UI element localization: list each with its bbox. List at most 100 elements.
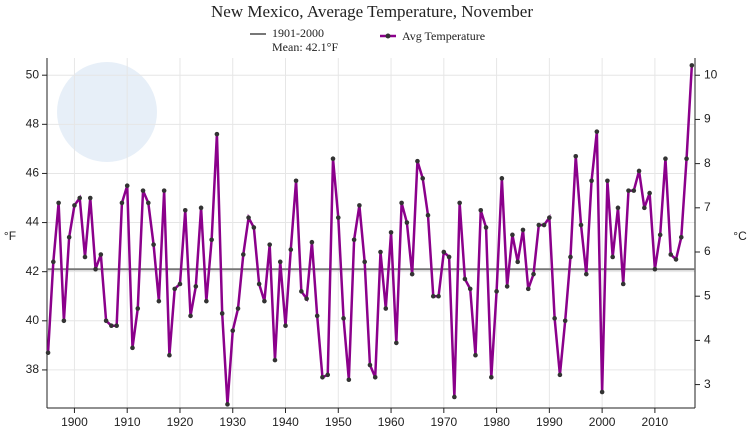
data-point	[657, 232, 663, 238]
data-point	[557, 372, 563, 378]
data-point	[51, 259, 56, 265]
y-tick-label: 42	[26, 264, 40, 278]
data-point	[335, 215, 341, 220]
data-point	[430, 293, 436, 299]
data-point	[399, 200, 404, 206]
x-tick-label: 1980	[483, 415, 510, 429]
data-point	[177, 281, 183, 287]
x-tick-label: 1910	[114, 415, 141, 429]
y2-tick-label: 10	[704, 67, 718, 81]
data-point	[536, 222, 542, 228]
data-point	[663, 156, 668, 162]
data-point	[510, 232, 515, 238]
data-point	[304, 296, 309, 302]
data-point	[515, 259, 520, 265]
data-point	[547, 215, 552, 220]
data-point	[673, 257, 679, 262]
data-point	[103, 318, 109, 324]
y2-tick-label: 7	[704, 200, 711, 214]
data-point	[130, 345, 135, 351]
data-point	[124, 183, 130, 189]
data-point	[66, 234, 72, 240]
data-point	[404, 220, 410, 225]
x-tick-label: 1940	[272, 415, 299, 429]
data-point	[573, 153, 579, 159]
data-point	[520, 227, 526, 233]
data-point	[114, 323, 119, 329]
data-point	[167, 352, 172, 358]
data-point	[420, 176, 426, 181]
y2-tick-label: 6	[704, 244, 711, 258]
data-point	[594, 129, 600, 134]
data-point	[642, 205, 647, 211]
data-point	[388, 230, 394, 235]
data-point	[140, 188, 146, 193]
data-point	[204, 298, 209, 304]
data-point	[325, 372, 331, 378]
data-point	[82, 254, 88, 260]
legend-label: Mean: 42.1°F	[272, 40, 338, 54]
data-point	[346, 377, 352, 383]
data-point	[341, 316, 346, 321]
data-point	[462, 276, 468, 282]
data-point	[626, 188, 631, 193]
data-point	[209, 237, 214, 243]
y-tick-label: 50	[26, 67, 40, 81]
x-tick-label: 1900	[61, 415, 88, 429]
y-axis-label: °F	[4, 229, 16, 243]
data-point	[583, 271, 589, 277]
data-point	[299, 289, 304, 294]
data-point	[631, 188, 637, 193]
y2-tick-label: 9	[704, 112, 711, 126]
data-point	[198, 205, 204, 211]
data-point	[504, 284, 510, 289]
data-point	[446, 254, 452, 260]
x-tick-label: 1920	[167, 415, 194, 429]
data-point	[652, 266, 658, 272]
data-point	[441, 249, 447, 255]
data-point	[562, 318, 568, 324]
data-point	[320, 374, 325, 380]
data-point	[277, 259, 283, 265]
data-point	[77, 195, 83, 201]
data-point	[415, 158, 420, 164]
data-point	[314, 313, 320, 319]
legend-label: 1901-2000	[272, 26, 324, 40]
data-point	[605, 178, 610, 184]
data-point	[378, 249, 383, 255]
data-point	[372, 374, 378, 380]
data-point	[151, 242, 156, 247]
data-point	[262, 298, 267, 304]
data-point	[531, 271, 536, 277]
y2-tick-label: 5	[704, 288, 711, 302]
data-point	[599, 389, 605, 395]
data-point	[357, 203, 362, 208]
data-point	[309, 239, 315, 245]
y2-tick-label: 3	[704, 377, 711, 391]
data-point	[620, 281, 626, 287]
y2-tick-label: 8	[704, 156, 711, 170]
data-point	[541, 222, 547, 228]
data-point	[246, 215, 251, 220]
data-point	[525, 286, 531, 292]
data-point	[367, 362, 373, 368]
data-point	[362, 259, 367, 265]
data-point	[610, 254, 615, 260]
data-point	[251, 225, 257, 230]
data-point	[225, 402, 230, 407]
x-tick-label: 1990	[536, 415, 563, 429]
data-point	[230, 328, 236, 333]
data-point	[689, 63, 695, 68]
data-point	[678, 234, 684, 240]
data-point	[98, 252, 104, 257]
data-point	[494, 289, 499, 294]
data-point	[568, 254, 573, 260]
data-point	[267, 242, 272, 247]
data-point	[589, 178, 594, 184]
data-point	[61, 318, 67, 324]
data-point	[146, 200, 151, 206]
data-point	[615, 205, 621, 211]
data-point	[172, 286, 178, 292]
y-tick-label: 46	[26, 166, 40, 180]
